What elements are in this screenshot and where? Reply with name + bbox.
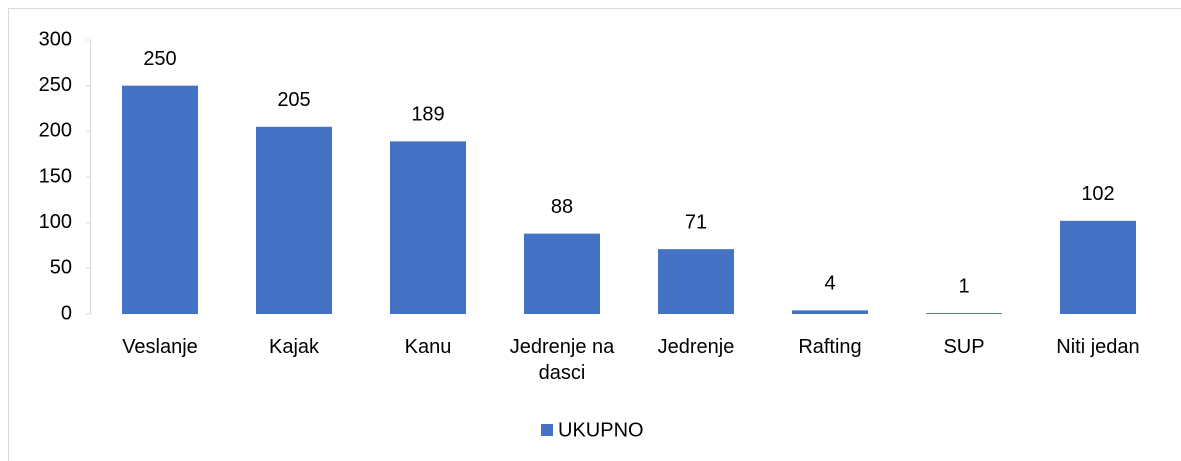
bar bbox=[1060, 220, 1136, 314]
y-tick-label: 0 bbox=[61, 302, 72, 324]
y-tick-label: 50 bbox=[50, 257, 72, 279]
x-tick-label: Veslanje bbox=[122, 336, 198, 358]
data-label: 205 bbox=[277, 89, 310, 111]
y-tick-label: 150 bbox=[39, 165, 72, 187]
bar bbox=[524, 233, 600, 314]
legend-label: UKUPNO bbox=[558, 419, 644, 441]
y-tick-label: 300 bbox=[39, 28, 72, 50]
x-tick-label: Rafting bbox=[798, 336, 862, 358]
y-tick-label: 100 bbox=[39, 211, 72, 233]
x-tick-label: Kajak bbox=[268, 336, 320, 358]
bar bbox=[256, 126, 332, 315]
data-label: 250 bbox=[143, 48, 176, 70]
bar bbox=[122, 85, 198, 315]
legend-swatch bbox=[541, 424, 553, 436]
bar bbox=[792, 310, 868, 314]
x-tick-label: Jedrenje na dasci bbox=[509, 336, 615, 384]
data-label: 88 bbox=[551, 196, 573, 218]
bar bbox=[926, 313, 1002, 314]
x-tick-label: Kanu bbox=[404, 336, 452, 358]
bar bbox=[390, 141, 466, 314]
x-tick-label: SUP bbox=[943, 336, 985, 358]
data-label: 4 bbox=[824, 273, 835, 295]
data-label: 189 bbox=[411, 104, 444, 126]
x-tick-label: Niti jedan bbox=[1056, 336, 1140, 358]
y-tick-label: 200 bbox=[39, 120, 72, 142]
x-tick-label: Jedrenje bbox=[657, 336, 735, 358]
chart-border bbox=[8, 8, 1181, 461]
bar bbox=[658, 249, 734, 314]
data-label: 71 bbox=[685, 211, 707, 233]
data-label: 1 bbox=[958, 275, 969, 297]
data-label: 102 bbox=[1081, 183, 1114, 205]
y-tick-label: 250 bbox=[39, 74, 72, 96]
